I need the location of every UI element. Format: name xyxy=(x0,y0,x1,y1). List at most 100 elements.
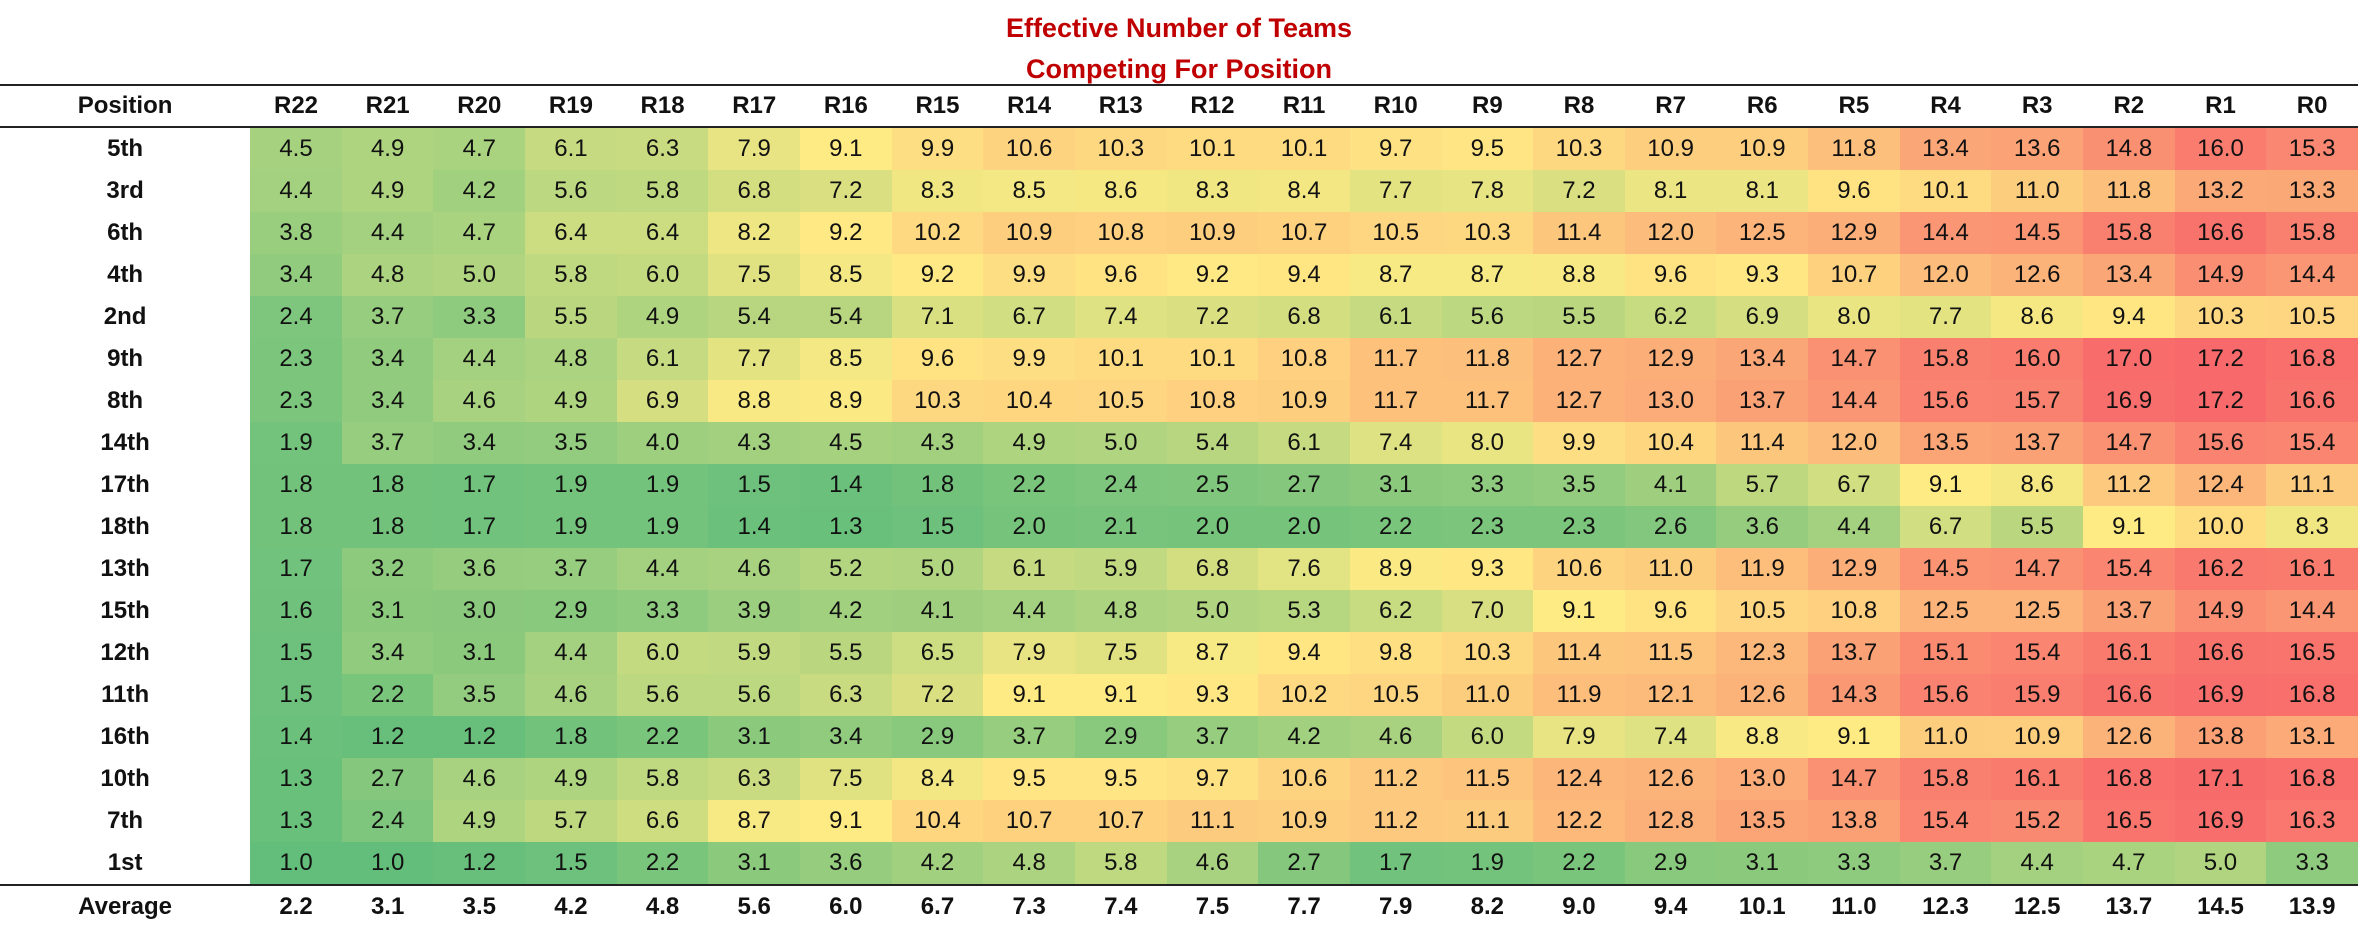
heatmap-cell: 2.3 xyxy=(250,338,342,380)
heatmap-cell: 1.8 xyxy=(341,464,434,506)
heatmap-cell: 8.3 xyxy=(2266,506,2358,548)
heatmap-cell: 10.1 xyxy=(1074,338,1167,380)
heatmap-cell: 8.7 xyxy=(708,800,801,842)
average-value: 7.7 xyxy=(1258,884,1350,928)
heatmap-cell: 4.4 xyxy=(433,338,526,380)
table-row: 11th 1.5 2.2 3.5 4.6 5.6 5.6 6.3 7.2 9.1 9.1 9.3 10.… xyxy=(0,674,2358,716)
heatmap-cell: 6.7 xyxy=(1808,464,1900,506)
heatmap-cell: 8.4 xyxy=(1258,170,1350,212)
heatmap-cell: 15.8 xyxy=(1899,758,1992,800)
heatmap-cell: 1.6 xyxy=(250,590,342,632)
heatmap-cell: 4.3 xyxy=(708,422,801,464)
heatmap-cell: 6.8 xyxy=(1258,296,1350,338)
heatmap-cell: 9.9 xyxy=(1533,422,1625,464)
heatmap-cell: 1.8 xyxy=(891,464,984,506)
heatmap-cell: 16.6 xyxy=(2174,632,2267,674)
heatmap-cell: 9.8 xyxy=(1349,632,1442,674)
heatmap-cell: 14.5 xyxy=(1991,212,2083,254)
heatmap-cell: 12.9 xyxy=(1624,338,1717,380)
heatmap-cell: 13.7 xyxy=(1716,380,1809,422)
average-label: Average xyxy=(0,884,251,928)
table-row: 9th 2.3 3.4 4.4 4.8 6.1 7.7 8.5 9.6 9.9 10.1 10.1 10… xyxy=(0,338,2358,380)
header-row: Position R22 R21 R20 R19 R18 R17 R16 R15 R14 R13 R… xyxy=(0,84,2358,128)
heatmap-cell: 3.1 xyxy=(1349,464,1442,506)
heatmap-cell: 3.8 xyxy=(250,212,342,254)
heatmap-cell: 10.7 xyxy=(1074,800,1167,842)
heatmap-cell: 2.2 xyxy=(616,842,709,885)
heatmap-cell: 10.1 xyxy=(1258,127,1350,170)
heatmap-cell: 10.9 xyxy=(983,212,1075,254)
heatmap-cell: 6.0 xyxy=(616,254,709,296)
heatmap-cell: 17.2 xyxy=(2174,338,2267,380)
heatmap-cell: 6.9 xyxy=(616,380,709,422)
heatmap-cell: 9.9 xyxy=(983,338,1075,380)
position-label: 16th xyxy=(100,723,150,750)
heatmap-cell: 16.6 xyxy=(2266,380,2358,422)
heatmap-cell: 16.3 xyxy=(2266,800,2358,842)
heatmap-cell: 2.9 xyxy=(1624,842,1717,885)
position-label: 9th xyxy=(107,345,144,372)
heatmap-cell: 17.0 xyxy=(2083,338,2175,380)
heatmap-cell: 11.7 xyxy=(1441,380,1534,422)
heatmap-cell: 5.7 xyxy=(525,800,617,842)
heatmap-cell: 9.2 xyxy=(800,212,892,254)
heatmap-cell: 4.4 xyxy=(1808,506,1900,548)
heatmap-cell: 2.4 xyxy=(341,800,434,842)
heatmap-cell: 9.7 xyxy=(1349,127,1442,170)
heatmap-cell: 10.3 xyxy=(1441,212,1534,254)
average-value: 4.2 xyxy=(525,884,617,928)
average-value: 2.2 xyxy=(250,884,342,928)
heatmap-cell: 12.7 xyxy=(1533,380,1625,422)
average-value: 13.7 xyxy=(2083,884,2175,928)
heatmap-cell: 11.8 xyxy=(2083,170,2175,212)
heatmap-cell: 5.3 xyxy=(1258,590,1350,632)
heatmap-cell: 2.2 xyxy=(341,674,434,716)
heatmap-cell: 1.0 xyxy=(341,842,434,885)
heatmap-cell: 14.7 xyxy=(1808,758,1900,800)
heatmap-cell: 10.3 xyxy=(1533,127,1625,170)
heatmap-cell: 5.5 xyxy=(525,296,617,338)
heatmap-cell: 9.9 xyxy=(983,254,1075,296)
heatmap-cell: 9.6 xyxy=(1074,254,1167,296)
heatmap-cell: 3.3 xyxy=(1808,842,1900,885)
heatmap-cell: 1.9 xyxy=(616,464,709,506)
heatmap-cell: 8.5 xyxy=(800,338,892,380)
heatmap-cell: 1.5 xyxy=(891,506,984,548)
heatmap-cell: 13.4 xyxy=(1716,338,1809,380)
heatmap-cell: 11.5 xyxy=(1441,758,1534,800)
heatmap-cell: 12.6 xyxy=(1716,674,1809,716)
heatmap-cell: 13.7 xyxy=(2083,590,2175,632)
heatmap-cell: 15.8 xyxy=(1899,338,1992,380)
heatmap-cell: 2.7 xyxy=(341,758,434,800)
heatmap-cell: 10.1 xyxy=(1899,170,1992,212)
heatmap-cell: 8.0 xyxy=(1808,296,1900,338)
heatmap-cell: 16.1 xyxy=(2083,632,2175,674)
heatmap-cell: 16.8 xyxy=(2266,338,2358,380)
heatmap-cell: 1.9 xyxy=(525,464,617,506)
heatmap-cell: 1.3 xyxy=(800,506,892,548)
heatmap-cell: 3.3 xyxy=(433,296,526,338)
heatmap-cell: 10.8 xyxy=(1166,380,1259,422)
heatmap-cell: 11.2 xyxy=(1349,800,1442,842)
heatmap-cell: 13.5 xyxy=(1716,800,1809,842)
heatmap-cell: 3.7 xyxy=(341,422,434,464)
column-header-r22: R22 xyxy=(250,84,342,128)
average-value: 6.7 xyxy=(891,884,984,928)
heatmap-cell: 3.3 xyxy=(616,590,709,632)
heatmap-cell: 14.7 xyxy=(1808,338,1900,380)
heatmap-cell: 13.7 xyxy=(1991,422,2083,464)
heatmap-cell: 1.0 xyxy=(250,842,342,885)
heatmap-cell: 5.5 xyxy=(1991,506,2083,548)
heatmap-cell: 7.2 xyxy=(1533,170,1625,212)
heatmap-cell: 8.7 xyxy=(1441,254,1534,296)
heatmap-cell: 1.7 xyxy=(433,506,526,548)
heatmap-cell: 12.6 xyxy=(2083,716,2175,758)
heatmap-cell: 16.9 xyxy=(2083,380,2175,422)
heatmap-cell: 15.2 xyxy=(1991,800,2083,842)
heatmap-cell: 9.1 xyxy=(2083,506,2175,548)
heatmap-cell: 3.7 xyxy=(983,716,1075,758)
heatmap-cell: 11.8 xyxy=(1808,127,1900,170)
heatmap-cell: 8.9 xyxy=(800,380,892,422)
column-header-r2: R2 xyxy=(2083,84,2175,128)
heatmap-cell: 16.2 xyxy=(2174,548,2267,590)
